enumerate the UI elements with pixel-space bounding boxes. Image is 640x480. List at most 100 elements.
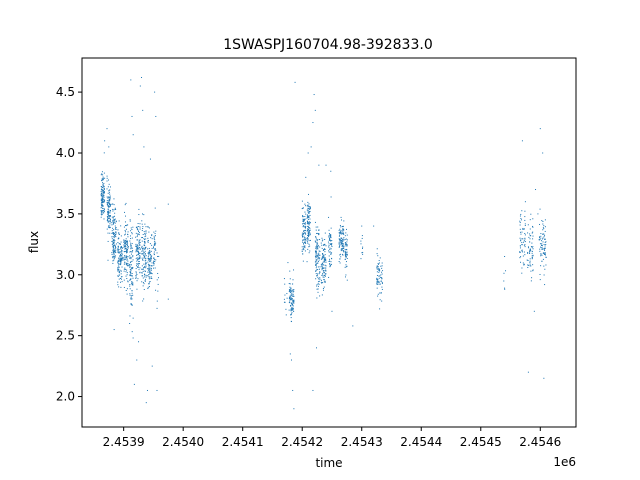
data-point	[121, 259, 123, 261]
data-point	[145, 260, 147, 262]
data-point	[341, 232, 343, 234]
data-point	[103, 191, 105, 193]
data-point	[120, 241, 122, 243]
data-point	[142, 249, 144, 251]
data-point	[304, 203, 306, 205]
data-point	[307, 218, 309, 220]
data-point	[153, 260, 155, 262]
data-point	[150, 272, 152, 274]
data-point	[317, 261, 319, 262]
data-point	[104, 191, 105, 193]
data-point	[149, 267, 151, 269]
data-point	[345, 242, 347, 244]
data-point	[115, 249, 117, 251]
data-point	[139, 256, 141, 258]
data-point	[149, 271, 151, 273]
data-point	[109, 217, 111, 219]
data-point	[151, 234, 153, 236]
data-point	[148, 253, 150, 255]
data-point	[102, 190, 104, 192]
data-point	[150, 277, 152, 279]
data-point	[303, 238, 305, 240]
data-point	[145, 226, 147, 228]
data-point	[144, 244, 146, 246]
data-point	[114, 235, 116, 237]
data-point	[529, 265, 531, 267]
data-point	[107, 218, 109, 220]
data-point	[328, 216, 330, 218]
data-point	[135, 274, 137, 276]
data-point	[302, 239, 304, 241]
data-point	[100, 216, 102, 218]
data-point	[315, 256, 317, 258]
data-point	[119, 251, 121, 253]
data-point	[532, 226, 534, 228]
data-point	[123, 226, 125, 228]
data-point	[121, 247, 123, 249]
data-point	[532, 264, 534, 266]
data-point	[307, 152, 309, 154]
data-point	[341, 243, 343, 245]
data-point	[131, 232, 133, 234]
data-point	[531, 250, 533, 252]
data-point	[318, 280, 320, 282]
data-point	[381, 277, 383, 279]
data-point	[118, 263, 120, 265]
data-point	[286, 293, 288, 295]
data-point	[127, 243, 129, 245]
data-point	[346, 245, 348, 247]
data-point	[129, 274, 131, 276]
x-axis-offset-label: 1e6	[553, 455, 576, 469]
data-point	[339, 241, 341, 243]
data-point	[544, 241, 546, 243]
data-point	[381, 277, 383, 279]
data-point	[524, 210, 526, 212]
data-point	[322, 253, 324, 255]
data-point	[341, 242, 343, 244]
data-point	[153, 246, 155, 248]
data-point	[302, 253, 304, 255]
data-point	[304, 224, 306, 226]
data-point	[293, 310, 295, 312]
data-point	[144, 270, 146, 272]
data-point	[378, 260, 380, 262]
data-point	[307, 241, 309, 243]
data-point	[319, 266, 321, 268]
data-point	[126, 250, 128, 252]
data-point	[532, 254, 534, 256]
data-point	[121, 249, 122, 251]
data-point	[315, 238, 317, 240]
data-point	[330, 243, 332, 245]
data-point	[541, 220, 543, 222]
data-point	[379, 275, 381, 277]
data-point	[291, 290, 293, 292]
data-point	[108, 212, 110, 214]
data-point	[111, 224, 113, 226]
data-point	[129, 256, 131, 258]
data-point	[153, 244, 155, 246]
data-point	[138, 257, 140, 259]
data-point	[543, 228, 545, 230]
data-point	[289, 353, 291, 355]
data-point	[339, 234, 341, 236]
data-point	[120, 261, 122, 263]
data-point	[148, 283, 150, 285]
data-point	[544, 234, 546, 236]
data-point	[340, 242, 342, 244]
data-point	[323, 279, 325, 281]
data-point	[540, 244, 542, 246]
data-point	[131, 115, 133, 117]
data-point	[321, 265, 323, 267]
data-point	[345, 255, 347, 257]
data-point	[130, 244, 132, 246]
data-point	[343, 220, 345, 222]
data-point	[330, 234, 332, 236]
data-point	[136, 250, 138, 252]
data-point	[141, 272, 143, 274]
data-point	[112, 219, 114, 221]
data-point	[119, 243, 121, 245]
data-point	[112, 251, 114, 253]
data-point	[340, 216, 342, 218]
data-point	[291, 293, 293, 295]
data-point	[376, 266, 378, 268]
